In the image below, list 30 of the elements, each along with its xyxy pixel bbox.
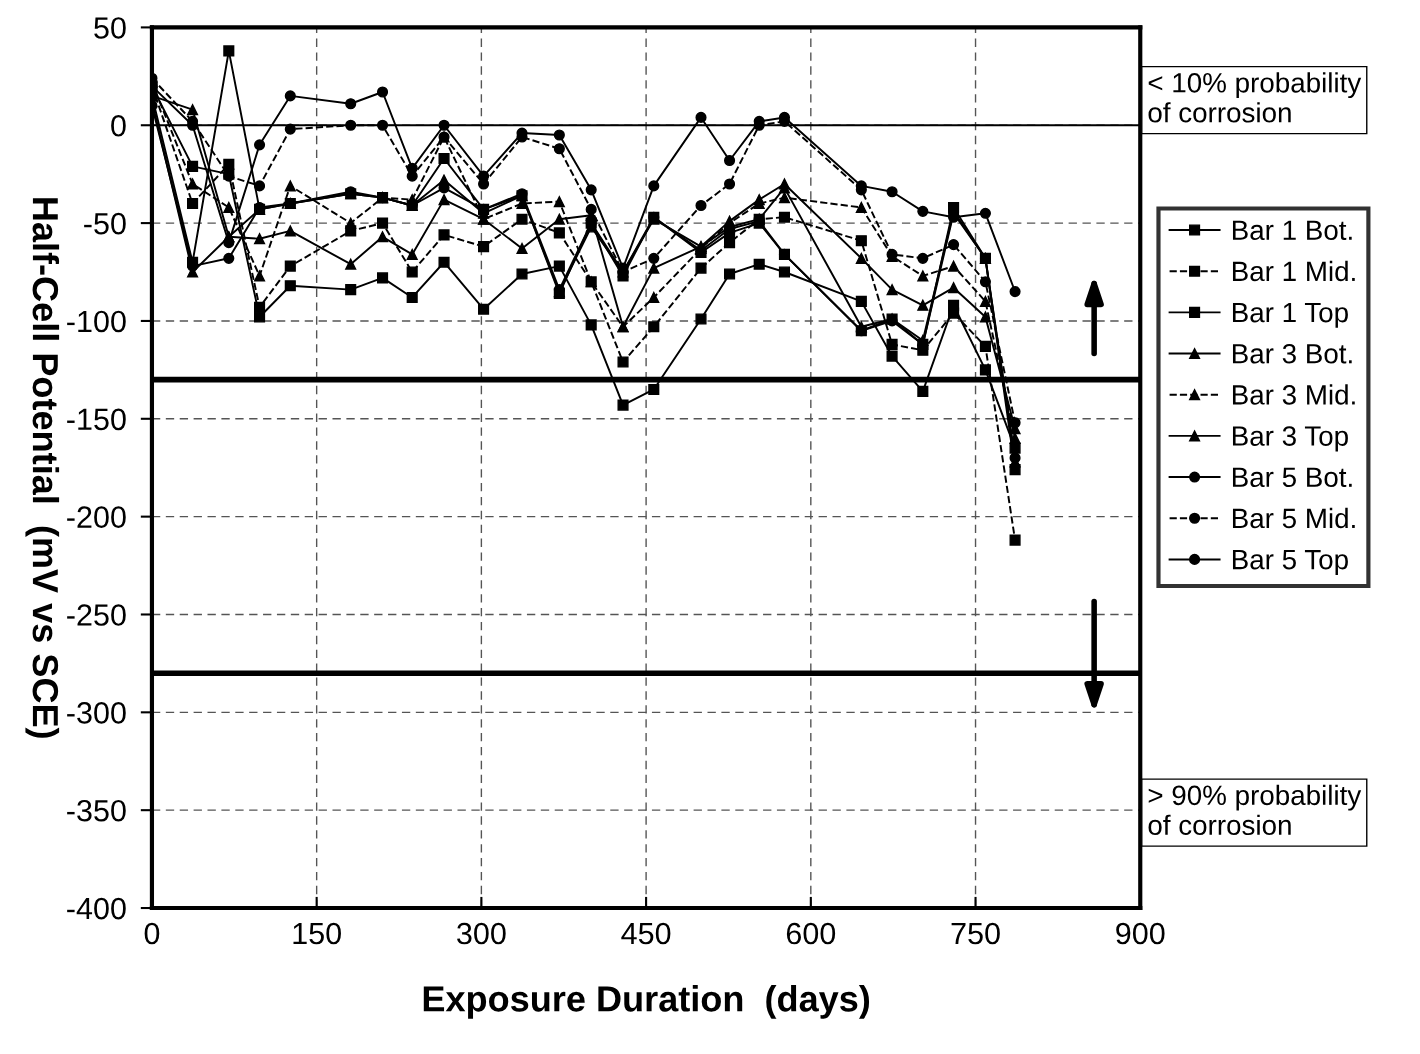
y-tick-label: -400: [67, 897, 126, 920]
legend-label: Bar 1 Top: [1232, 302, 1348, 328]
y-tick-label: -250: [67, 604, 126, 626]
x-tick-label: 750: [951, 922, 1000, 945]
x-tick-label: 300: [457, 922, 506, 945]
text: > 90% probability of corrosion: [1148, 784, 1362, 836]
y-tick-label: -300: [67, 702, 126, 724]
x-tick-label: 900: [1116, 922, 1165, 945]
legend-label: Bar 3 Mid.: [1232, 384, 1355, 405]
legend-label: Bar 5 Mid.: [1232, 507, 1355, 529]
y-tick-label: -200: [67, 506, 126, 529]
x-tick-label: 600: [786, 922, 836, 945]
legend-label: Bar 5 Top: [1232, 550, 1348, 575]
y-tick-label: -350: [67, 799, 126, 822]
y-tick-label: 50: [94, 17, 126, 39]
y-tick-label: -50: [84, 212, 126, 235]
legend-label: Bar 1 Bot.: [1232, 220, 1352, 241]
y-tick-label: -100: [67, 310, 126, 333]
legend-label: Bar 5 Bot.: [1232, 467, 1352, 488]
y-axis-title: Half-Cell Potential (mV vs SCE): [25, 198, 60, 738]
legend-label: Bar 3 Bot.: [1232, 343, 1352, 364]
x-tick-label: 150: [293, 922, 341, 945]
text: < 10% probability of corrosion: [1148, 72, 1362, 123]
legend-label: Bar 1 Mid.: [1232, 260, 1355, 282]
y-tick-label: 0: [111, 114, 126, 137]
y-tick-label: -150: [67, 408, 126, 431]
x-axis-title: Exposure Duration (days): [423, 985, 870, 1019]
x-tick-label: 0: [144, 922, 160, 945]
x-tick-label: 450: [621, 922, 671, 945]
legend-label: Bar 3 Top: [1232, 426, 1348, 452]
